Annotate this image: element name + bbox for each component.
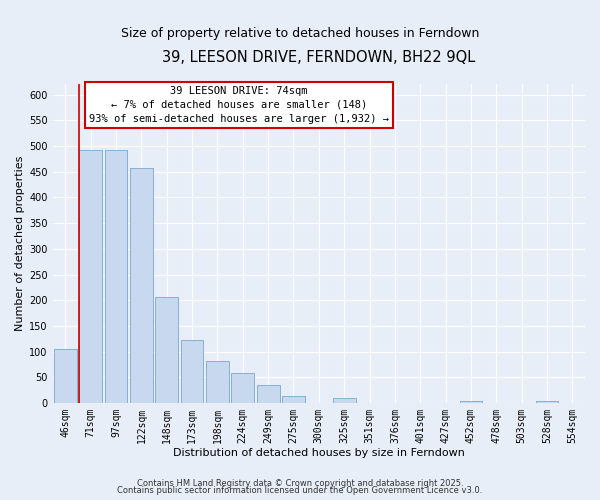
Text: Contains HM Land Registry data © Crown copyright and database right 2025.: Contains HM Land Registry data © Crown c…: [137, 478, 463, 488]
Bar: [536, 400, 559, 403]
Bar: [155, 296, 178, 403]
Text: 39 LEESON DRIVE: 74sqm
← 7% of detached houses are smaller (148)
93% of semi-det: 39 LEESON DRIVE: 74sqm ← 7% of detached …: [89, 86, 389, 124]
Bar: [232, 374, 254, 403]
X-axis label: Distribution of detached houses by size in Ferndown: Distribution of detached houses by size …: [173, 448, 465, 458]
Bar: [130, 168, 153, 403]
Bar: [54, 349, 77, 403]
Bar: [257, 384, 280, 403]
Text: Size of property relative to detached houses in Ferndown: Size of property relative to detached ho…: [121, 28, 479, 40]
Title: 39, LEESON DRIVE, FERNDOWN, BH22 9QL: 39, LEESON DRIVE, FERNDOWN, BH22 9QL: [162, 50, 475, 65]
Bar: [282, 396, 305, 403]
Bar: [333, 398, 356, 403]
Bar: [460, 400, 482, 403]
Bar: [181, 340, 203, 403]
Bar: [79, 150, 102, 403]
Y-axis label: Number of detached properties: Number of detached properties: [15, 156, 25, 332]
Text: Contains public sector information licensed under the Open Government Licence v3: Contains public sector information licen…: [118, 486, 482, 495]
Bar: [206, 360, 229, 403]
Bar: [104, 150, 127, 403]
